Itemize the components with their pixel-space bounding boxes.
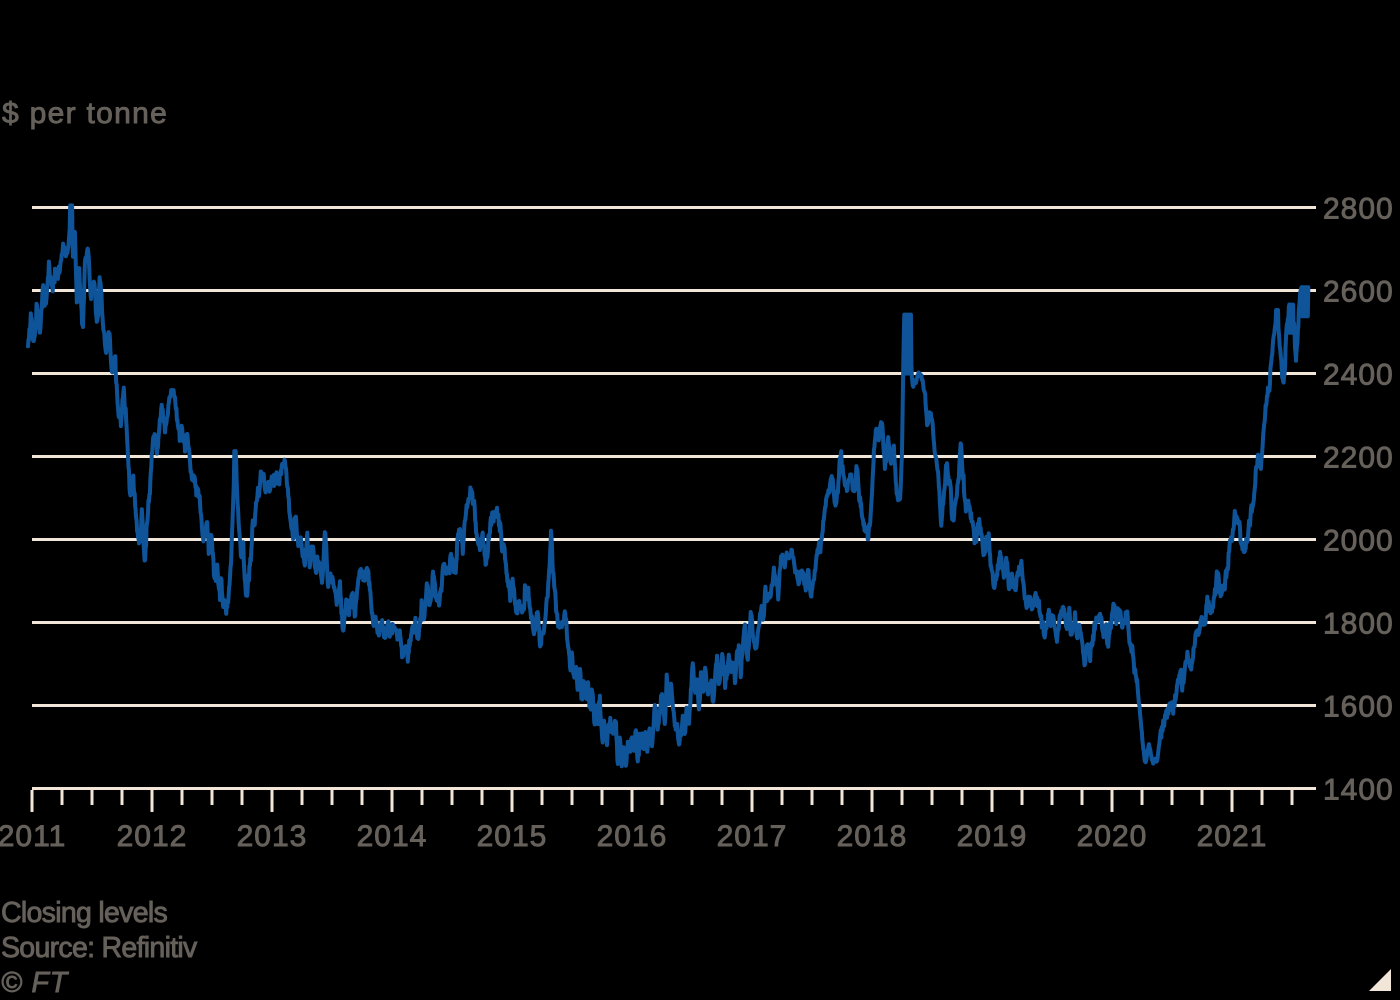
svg-text:2018: 2018 (837, 820, 908, 853)
svg-text:Source: Refinitiv: Source: Refinitiv (1, 932, 198, 964)
svg-text:Closing levels: Closing levels (1, 897, 167, 929)
svg-text:2800: 2800 (1323, 192, 1394, 225)
svg-text:2015: 2015 (477, 820, 548, 853)
svg-text:2000: 2000 (1323, 524, 1394, 557)
svg-text:© FT: © FT (1, 967, 70, 999)
svg-text:1800: 1800 (1323, 607, 1394, 640)
svg-text:2021: 2021 (1197, 820, 1268, 853)
svg-text:2011: 2011 (0, 820, 66, 853)
svg-text:2200: 2200 (1323, 441, 1394, 474)
svg-text:2019: 2019 (957, 820, 1028, 853)
svg-text:1400: 1400 (1323, 773, 1394, 806)
svg-text:2013: 2013 (237, 820, 308, 853)
svg-text:2600: 2600 (1323, 275, 1394, 308)
svg-text:2400: 2400 (1323, 358, 1394, 391)
svg-text:2014: 2014 (357, 820, 428, 853)
svg-text:2017: 2017 (717, 820, 788, 853)
svg-text:2012: 2012 (117, 820, 188, 853)
svg-text:2016: 2016 (597, 820, 668, 853)
svg-text:$ per tonne: $ per tonne (2, 97, 168, 130)
svg-text:2020: 2020 (1077, 820, 1148, 853)
svg-text:1600: 1600 (1323, 690, 1394, 723)
